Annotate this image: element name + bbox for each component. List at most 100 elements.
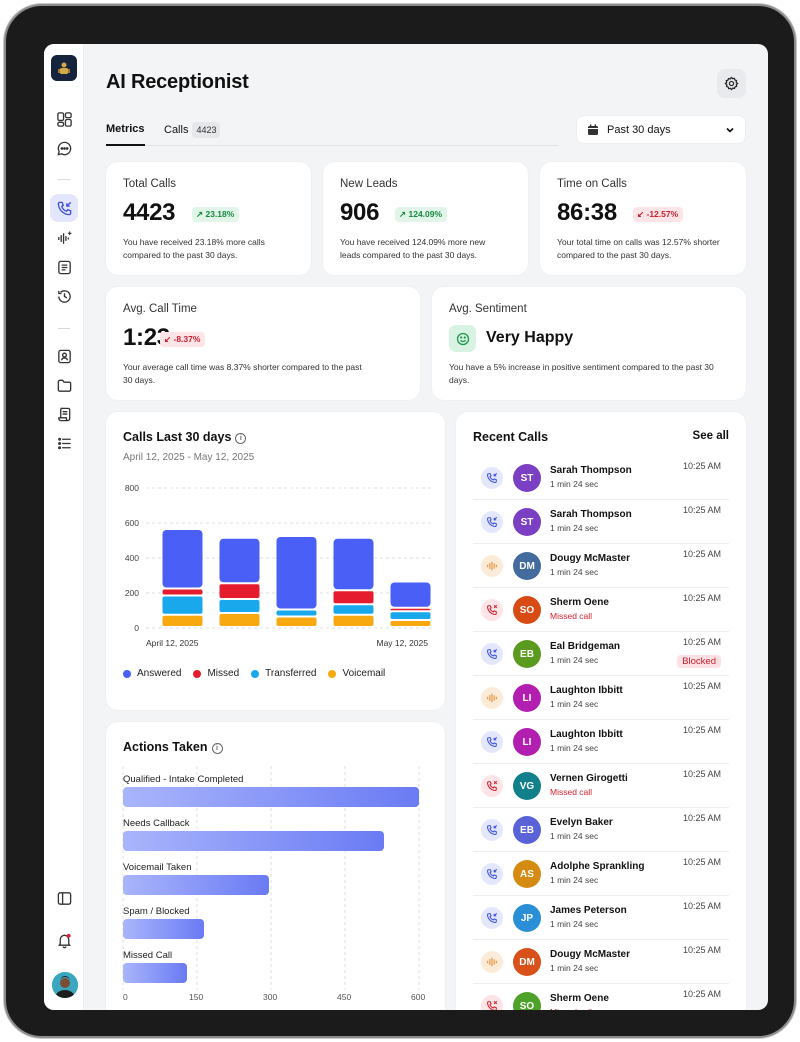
sidebar-item-ai-voice[interactable]	[50, 224, 78, 252]
bar-segment-answered[interactable]	[162, 530, 203, 588]
recent-call-row[interactable]: SO Sherm Oene Missed call 10:25 AM	[473, 588, 729, 632]
bar-segment-transferred[interactable]	[276, 610, 317, 616]
y-tick-label: 800	[125, 483, 139, 493]
document-icon	[57, 260, 71, 274]
bar-segment-answered[interactable]	[276, 537, 317, 609]
x-tick-label: 300	[263, 992, 278, 1002]
bar-segment-missed[interactable]	[390, 608, 431, 611]
action-bar[interactable]	[123, 963, 188, 983]
chart-legend: Answered Missed Transferred Voicemail	[123, 668, 397, 679]
metric-value: 4423	[123, 199, 176, 226]
bar-segment-voicemail[interactable]	[162, 615, 203, 626]
sidebar-item-dashboard[interactable]	[50, 105, 78, 133]
recent-call-row[interactable]: ST Sarah Thompson 1 min 24 sec 10:25 AM	[473, 500, 729, 544]
bar-segment-answered[interactable]	[219, 538, 260, 583]
legend-dot	[193, 669, 202, 678]
recent-call-row[interactable]: LI Laughton Ibbitt 1 min 24 sec 10:25 AM	[473, 720, 729, 764]
call-time: 10:25 AM	[682, 725, 721, 735]
bar-segment-missed[interactable]	[333, 591, 374, 604]
notifications-button[interactable]	[50, 926, 78, 954]
legend-item-voicemail[interactable]: Voicemail	[328, 668, 385, 679]
caller-name: Vernen Girogetti	[550, 773, 628, 784]
ai-voice-icon	[487, 561, 497, 571]
action-bar[interactable]	[123, 919, 205, 939]
recent-call-row[interactable]: SO Sherm Oene Missed call 10:25 AM	[473, 984, 729, 1010]
bar-segment-transferred[interactable]	[333, 605, 374, 614]
app-logo[interactable]	[51, 55, 77, 81]
sidebar-item-calls[interactable]	[50, 194, 78, 222]
change-value: 124.09%	[408, 209, 443, 219]
sidebar	[44, 44, 84, 1010]
recent-call-row[interactable]: DM Dougy McMaster 1 min 24 sec 10:25 AM	[473, 940, 729, 984]
recent-call-row[interactable]: JP James Peterson 1 min 24 sec 10:25 AM	[473, 896, 729, 940]
chat-icon	[56, 141, 71, 156]
sidebar-item-contacts[interactable]	[50, 342, 78, 370]
see-all-link[interactable]: See all	[692, 430, 729, 442]
blocked-badge: Blocked	[677, 655, 721, 668]
call-duration: Missed call	[550, 787, 593, 797]
legend-label: Missed	[207, 668, 240, 679]
action-bar[interactable]	[123, 875, 269, 895]
action-label: Spam / Blocked	[123, 906, 190, 917]
date-range-select[interactable]: Past 30 days	[576, 115, 746, 144]
bar-segment-voicemail[interactable]	[219, 614, 260, 626]
bar-segment-transferred[interactable]	[390, 612, 431, 619]
metric-value: 86:38	[557, 199, 617, 226]
bar-segment-transferred[interactable]	[219, 600, 260, 612]
bar-segment-transferred[interactable]	[162, 596, 203, 614]
avatar: EB	[513, 816, 541, 844]
bar-segment-voicemail[interactable]	[333, 615, 374, 626]
call-time: 10:25 AM	[682, 549, 721, 559]
metric-value: 906	[340, 199, 380, 226]
avatar: ST	[513, 508, 541, 536]
bar-segment-voicemail[interactable]	[276, 617, 317, 627]
screen: AI Receptionist Metrics Calls 4423 Past 3…	[44, 44, 768, 1010]
user-avatar[interactable]	[52, 972, 78, 998]
sidebar-item-messages[interactable]	[50, 134, 78, 162]
legend-dot	[123, 669, 131, 678]
bar-segment-voicemail[interactable]	[390, 621, 431, 626]
recent-call-row[interactable]: AS Adolphe Sprankling 1 min 24 sec 10:25 AM	[473, 852, 729, 896]
sidebar-item-scripts[interactable]	[50, 400, 78, 428]
legend-item-transferred[interactable]: Transferred	[251, 668, 316, 679]
phone-incoming-icon	[487, 736, 498, 747]
legend-item-answered[interactable]: Answered	[123, 668, 181, 679]
recent-call-row[interactable]: LI Laughton Ibbitt 1 min 24 sec 10:25 AM	[473, 676, 729, 720]
tab-metrics[interactable]: Metrics	[106, 122, 145, 146]
metric-card-time-on-calls: Time on Calls 86:38 ↙ -12.57% Your total…	[540, 162, 746, 275]
call-type-badge	[481, 907, 503, 929]
call-duration: 1 min 24 sec	[550, 919, 599, 929]
legend-dot	[251, 669, 260, 678]
recent-call-row[interactable]: EB Eal Bridgeman 1 min 24 sec 10:25 AM Block…	[473, 632, 729, 676]
caller-name: Laughton Ibbitt	[550, 685, 623, 696]
metric-description: You have received 23.18% more calls compa…	[123, 237, 265, 260]
bar-segment-missed[interactable]	[219, 584, 260, 598]
bar-segment-answered[interactable]	[333, 538, 374, 590]
sidebar-item-transcripts[interactable]	[50, 253, 78, 281]
bar-segment-missed[interactable]	[162, 589, 203, 595]
settings-button[interactable]	[717, 69, 746, 98]
sidebar-item-history[interactable]	[50, 282, 78, 310]
call-type-badge	[481, 555, 503, 577]
recent-call-row[interactable]: ST Sarah Thompson 1 min 24 sec 10:25 AM	[473, 456, 729, 500]
call-duration: 1 min 24 sec	[550, 743, 599, 753]
sidebar-item-tasks[interactable]	[50, 429, 78, 457]
phone-incoming-icon	[487, 516, 498, 527]
action-bar[interactable]	[123, 831, 385, 851]
recent-call-row[interactable]: VG Vernen Girogetti Missed call 10:25 AM	[473, 764, 729, 808]
legend-item-missed[interactable]: Missed	[193, 668, 239, 679]
sidebar-collapse-button[interactable]	[50, 884, 78, 912]
call-type-badge	[481, 511, 503, 533]
recent-call-row[interactable]: EB Evelyn Baker 1 min 24 sec 10:25 AM	[473, 808, 729, 852]
info-icon[interactable]: i	[211, 743, 223, 754]
calls-chart-card: Calls Last 30 days i April 12, 2025 - May…	[106, 412, 445, 710]
sidebar-item-files[interactable]	[50, 371, 78, 399]
tab-calls[interactable]: Calls 4423	[164, 122, 221, 146]
caller-name: Eal Bridgeman	[550, 641, 621, 652]
info-icon[interactable]: i	[235, 433, 247, 444]
recent-call-row[interactable]: DM Dougy McMaster 1 min 24 sec 10:25 AM	[473, 544, 729, 588]
bar-segment-answered[interactable]	[390, 582, 431, 607]
action-bar[interactable]	[123, 787, 419, 807]
x-tick-label: 150	[189, 992, 204, 1002]
change-badge: ↗ 23.18%	[192, 207, 240, 222]
